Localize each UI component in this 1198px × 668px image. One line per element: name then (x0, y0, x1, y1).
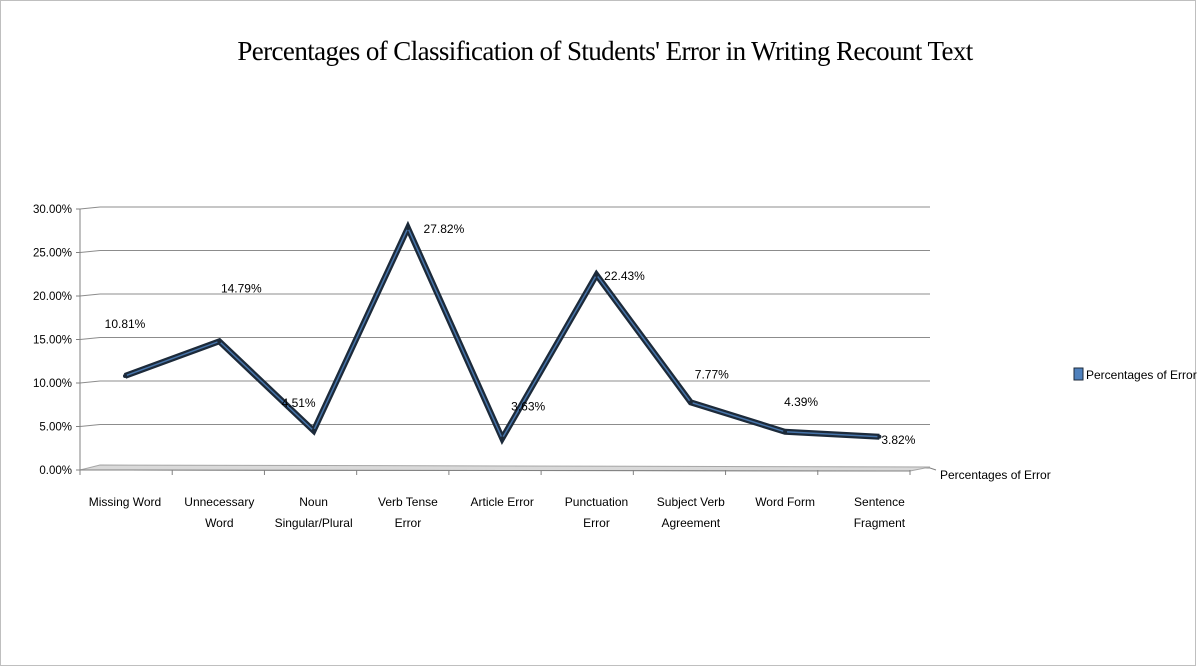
x-category-label-7: Word Form (755, 495, 815, 509)
data-label-6: 7.77% (695, 367, 729, 381)
gridline-depth-4 (79, 293, 101, 297)
depth-axis-label: Percentages of Error (940, 468, 1051, 482)
y-tick-label-1: 5.00% (39, 422, 72, 434)
x-axis-line (79, 469, 911, 472)
x-category-label-1-line-0: Unnecessary (184, 495, 254, 509)
x-category-label-5-line-0: Punctuation (565, 495, 628, 509)
gridline-3 (79, 337, 930, 340)
x-category-label-2-line-0: Noun (299, 495, 328, 509)
x-category-label-1: Unnecessary Word (184, 495, 254, 530)
data-label-0: 10.81% (105, 317, 146, 331)
x-category-label-6-line-1: Agreement (661, 516, 720, 530)
y-tick-label-6: 30.00% (33, 204, 72, 216)
y-tick-label-2: 10.00% (33, 378, 72, 390)
data-label-4: 3.63% (511, 399, 545, 413)
gridline-1 (79, 424, 930, 427)
gridline-5 (79, 250, 930, 253)
legend: Percentages of Error (1073, 367, 1197, 382)
data-label-8: 3.82% (881, 433, 915, 447)
data-point-5 (594, 272, 599, 277)
x-category-label-0: Missing Word (89, 495, 161, 509)
y-tick-label-3: 15.00% (33, 335, 72, 347)
data-point-0 (123, 373, 127, 378)
x-category-label-2: Noun Singular/Plural (275, 495, 353, 530)
gridline-depth-2 (79, 380, 101, 384)
axes: 0.00% 5.00% 10.00% 15.00% 20.00% 25.00% 30.00%… (33, 204, 937, 530)
y-tick-label-0: 0.00% (39, 465, 72, 477)
x-category-label-6-line-0: Subject Verb (657, 495, 725, 509)
series-line-group (123, 220, 882, 446)
x-category-label-8: Sentence Fragment (854, 495, 906, 530)
gridline-depth-6 (79, 206, 101, 210)
x-category-label-8-line-1: Fragment (854, 516, 906, 530)
gridline-2 (79, 380, 930, 384)
x-category-label-5: Punctuation Error (565, 495, 628, 530)
x-category-label-5-line-1: Error (583, 516, 610, 530)
data-label-1: 14.79% (221, 281, 262, 295)
x-category-label-3-line-1: Error (395, 516, 422, 530)
data-label-3: 27.82% (424, 222, 465, 236)
depth-axis-tick (929, 467, 937, 471)
gridline-depth-1 (79, 424, 101, 427)
series-line-outline (123, 220, 880, 446)
x-category-label-7-line-0: Word Form (755, 495, 815, 509)
data-labels: 10.81% 14.79% 4.51% 27.82% 3.63% 22.43% 7.77% 4… (105, 222, 916, 447)
x-category-label-4-line-0: Article Error (471, 495, 534, 509)
legend-swatch (1073, 367, 1084, 381)
data-point-6 (688, 400, 693, 405)
x-category-label-0-line-0: Missing Word (89, 495, 161, 509)
data-point-1 (217, 339, 222, 344)
data-point-8 (877, 434, 882, 439)
data-label-7: 4.39% (784, 395, 818, 409)
data-point-2 (311, 428, 316, 433)
data-point-4 (500, 436, 505, 441)
gridline-6 (79, 206, 930, 210)
series-line-highlight (124, 226, 880, 441)
gridline-depth-5 (79, 250, 101, 253)
x-category-label-6: Subject Verb Agreement (657, 495, 725, 530)
chart-title: Percentages of Classification of Student… (237, 36, 973, 66)
y-tick-label-4: 20.00% (33, 291, 72, 303)
x-category-label-8-line-0: Sentence (854, 495, 905, 509)
y-tick-label-5: 25.00% (33, 248, 72, 260)
x-category-label-3-line-0: Verb Tense (378, 495, 438, 509)
gridline-depth-3 (79, 337, 101, 340)
x-category-label-1-line-1: Word (205, 516, 233, 530)
data-label-5: 22.43% (604, 269, 645, 283)
x-category-label-4: Article Error (471, 495, 534, 509)
data-label-2: 4.51% (282, 396, 316, 410)
data-point-3 (405, 225, 410, 230)
gridline-4 (79, 293, 930, 297)
x-category-label-2-line-1: Singular/Plural (275, 516, 353, 530)
data-point-7 (783, 429, 788, 434)
legend-entry-label: Percentages of Error (1086, 368, 1197, 382)
x-category-label-3: Verb Tense Error (378, 495, 438, 530)
